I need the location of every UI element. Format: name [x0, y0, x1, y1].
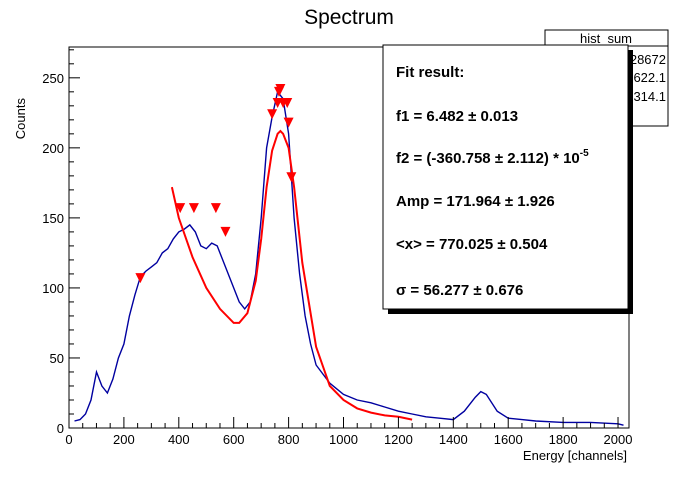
y-tick-label: 150 [42, 211, 64, 226]
x-tick-label: 200 [113, 432, 135, 447]
fit-line-mean-value: <x> = 770.025 [396, 236, 497, 253]
x-axis-ticks: 0 200 400 600 800 1000 1200 1400 1600 1800 2000 [65, 417, 632, 447]
fit-line-amp-error: ± 1.926 [505, 193, 555, 210]
y-tick-label: 50 [50, 351, 64, 366]
y-axis-ticks: 0 50 100 150 200 250 [42, 49, 80, 436]
peak-marker [220, 226, 231, 237]
y-tick-label: 100 [42, 281, 64, 296]
y-tick-label: 200 [42, 141, 64, 156]
fit-line-sigma-error: ± 0.676 [473, 282, 523, 299]
fit-line-f1: f1 = 6.482 ± 0.013 [396, 108, 518, 125]
chart-title: Spectrum [304, 6, 394, 29]
stats-mean-value: 622.1 [633, 70, 666, 85]
y-axis-label: Counts [13, 98, 28, 140]
peak-marker [210, 203, 221, 214]
fit-line-f2-error: ± 2.112) * 10 [495, 150, 580, 167]
peak-marker [286, 172, 297, 183]
fit-box-frame [382, 44, 629, 310]
fit-line-mean-error: ± 0.504 [497, 236, 548, 253]
fit-layer [170, 129, 413, 421]
peak-marker [267, 109, 278, 120]
x-tick-label: 800 [278, 432, 300, 447]
x-tick-label: 1600 [494, 432, 523, 447]
fit-line-f2: f2 = (-360.758 ± 2.112) * 10-5 [396, 148, 589, 167]
y-tick-label: 250 [42, 71, 64, 86]
x-tick-label: 1000 [329, 432, 358, 447]
peak-marker [135, 273, 146, 284]
peak-markers-layer [135, 84, 297, 284]
stats-stddev-value: 314.1 [633, 89, 666, 104]
x-tick-label: 0 [65, 432, 72, 447]
fit-result-box: Fit result: f1 = 6.482 ± 0.013 f2 = (-36… [382, 44, 633, 314]
x-tick-label: 1400 [439, 432, 468, 447]
peak-marker [275, 84, 286, 95]
peak-marker [188, 203, 199, 214]
fit-line-amp-value: Amp = 171.964 [396, 193, 505, 210]
fit-line-sigma-value: σ = 56.277 [396, 282, 473, 299]
x-tick-label: 2000 [604, 432, 633, 447]
fit-line-mean: <x> = 770.025 ± 0.504 [396, 236, 548, 253]
fit-line-f2-value: f2 = (-360.758 [396, 150, 495, 167]
fit-curve [170, 129, 413, 421]
fit-line-f2-exponent: -5 [580, 148, 589, 159]
x-tick-label: 600 [223, 432, 245, 447]
peak-marker [283, 117, 294, 128]
peak-marker [282, 98, 293, 109]
fit-line-f1-error: ± 0.013 [468, 108, 518, 125]
x-tick-label: 1800 [549, 432, 578, 447]
peak-marker [175, 203, 186, 214]
fit-line-f1-value: f1 = 6.482 [396, 108, 468, 125]
stats-box-name: hist_sum [580, 31, 632, 46]
fit-box-title: Fit result: [396, 64, 464, 81]
x-tick-label: 400 [168, 432, 190, 447]
x-axis-label: Energy [channels] [523, 448, 627, 463]
y-tick-label: 0 [57, 421, 64, 436]
x-tick-label: 1200 [384, 432, 413, 447]
fit-line-sigma: σ = 56.277 ± 0.676 [396, 282, 523, 299]
stats-entries-value: 28672 [630, 52, 666, 67]
fit-line-amp: Amp = 171.964 ± 1.926 [396, 193, 555, 210]
